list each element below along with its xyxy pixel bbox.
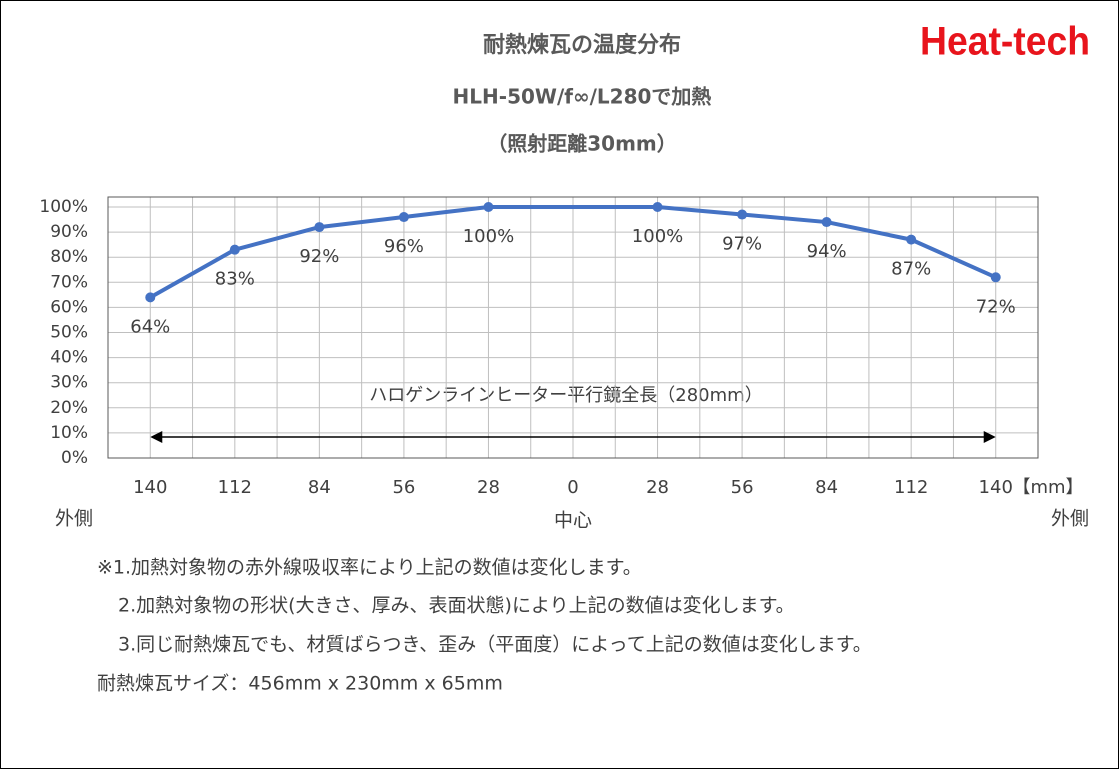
x-center-label: 中心 (554, 510, 592, 532)
x-tick-label: 56 (731, 477, 754, 498)
data-label: 87% (891, 259, 931, 280)
x-side-label: 外側 (1051, 508, 1089, 530)
y-tick-label: 60% (50, 297, 88, 317)
data-point (737, 209, 748, 220)
data-point (145, 292, 156, 303)
x-tick-label: 84 (308, 477, 331, 498)
chart-title: 耐熱煉瓦の温度分布 (483, 32, 681, 58)
data-label: 92% (299, 246, 339, 267)
data-label: 83% (215, 269, 255, 290)
data-label: 94% (807, 241, 847, 262)
data-point (314, 222, 325, 233)
x-tick-label: 112 (894, 477, 928, 498)
data-label: 72% (976, 296, 1016, 317)
note: 2.加熱対象物の形状(大きさ、厚み、表面状態)により上記の数値は変化します。 (118, 595, 795, 617)
y-tick-label: 30% (50, 373, 88, 393)
data-point (229, 244, 240, 255)
plot-border (107, 196, 1039, 459)
x-tick-label: 0 (567, 477, 578, 498)
note: 耐熱煉瓦サイズ：456mm x 230mm x 65mm (97, 673, 503, 695)
y-tick-label: 10% (50, 423, 88, 443)
x-unit: 【mm】 (1012, 477, 1083, 498)
chart-subtitle: （照射距離30mm） (487, 132, 677, 156)
note: 3.同じ耐熱煉瓦でも、材質ばらつき、歪み（平面度）によって上記の数値は変化します… (118, 634, 872, 656)
data-point (821, 217, 832, 228)
y-tick-label: 80% (50, 247, 88, 267)
x-tick-label: 28 (477, 477, 500, 498)
data-point (990, 272, 1001, 283)
arrow-head (983, 431, 996, 443)
x-tick-label: 140 (133, 477, 167, 498)
y-tick-label: 90% (50, 222, 88, 242)
arrow-head (150, 431, 163, 443)
y-tick-label: 70% (50, 272, 88, 292)
x-tick-label: 28 (646, 477, 669, 498)
data-point (398, 212, 409, 223)
series-line (149, 205, 997, 300)
x-tick-label: 112 (218, 477, 252, 498)
y-tick-label: 100% (39, 197, 88, 217)
x-tick-label: 84 (815, 477, 838, 498)
data-label: 97% (722, 234, 762, 255)
note: ※1.加熱対象物の赤外線吸収率により上記の数値は変化します。 (97, 557, 642, 579)
y-tick-label: 40% (50, 348, 88, 368)
data-point (483, 202, 494, 212)
data-label: 64% (130, 316, 170, 337)
data-label: 100% (632, 226, 683, 247)
chart-subtitle: HLH-50W/f∞/L280で加熱 (453, 85, 712, 109)
data-point (906, 234, 917, 245)
y-tick-label: 0% (61, 448, 88, 468)
logo: Heat-tech (920, 20, 1090, 64)
data-label: 100% (463, 226, 514, 247)
y-tick-label: 20% (50, 398, 88, 418)
y-tick-label: 50% (50, 323, 88, 343)
x-side-label: 外側 (55, 508, 93, 530)
x-tick-label: 140 (979, 477, 1013, 498)
data-point (652, 202, 663, 212)
data-label: 96% (384, 236, 424, 257)
annotation: ハロゲンラインヒーター平行鏡全長（280mm） (369, 385, 762, 406)
x-tick-label: 56 (392, 477, 415, 498)
